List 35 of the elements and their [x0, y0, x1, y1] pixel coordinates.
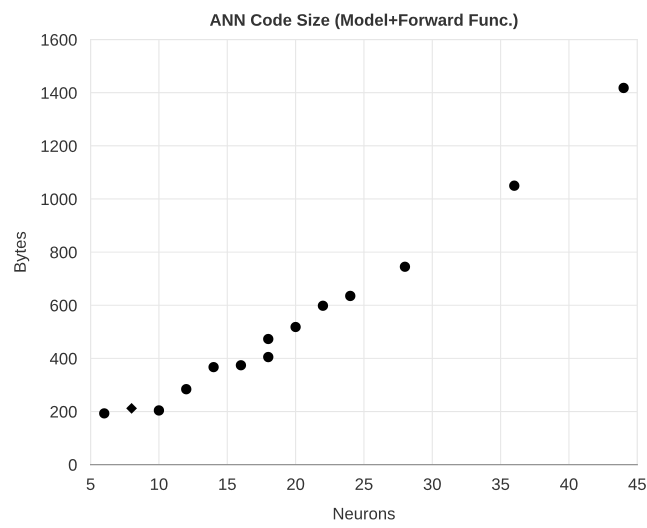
x-tick-label: 15	[219, 478, 236, 490]
point	[290, 322, 301, 332]
x-tick-label: 45	[628, 478, 646, 490]
point	[236, 360, 246, 370]
y-tick-label: 1400	[42, 87, 77, 99]
y-tick-label: 0	[68, 459, 77, 471]
point	[618, 82, 629, 94]
y-tick-label: 1000	[42, 193, 77, 206]
chart-title: ANN Code Size (Model+Forward Func.)	[210, 14, 518, 30]
x-tick-label: 5	[86, 478, 95, 490]
point	[181, 384, 192, 394]
point	[263, 334, 274, 344]
x-tick-label: 20	[287, 478, 304, 490]
x-tick-label: 35	[492, 478, 510, 490]
x-axis-title: Neurons	[334, 508, 395, 520]
point	[345, 290, 356, 302]
x-tick-label: 10	[150, 478, 168, 490]
y-tick-label: 800	[50, 246, 77, 258]
point	[126, 402, 137, 414]
y-tick-label: 600	[50, 300, 77, 312]
y-tick-label: 400	[50, 352, 77, 365]
point	[154, 405, 164, 416]
point	[208, 362, 219, 372]
point	[263, 352, 274, 362]
point	[318, 300, 328, 311]
y-tick-label: 1600	[42, 34, 77, 46]
y-axis-title: Bytes	[14, 232, 30, 272]
point	[509, 180, 520, 191]
y-tick-label: 200	[50, 406, 77, 418]
x-tick-label: 25	[356, 478, 373, 490]
point	[99, 408, 110, 419]
x-tick-label: 40	[560, 478, 578, 490]
point	[400, 262, 410, 272]
y-tick-label: 1200	[42, 140, 77, 152]
x-tick-label: 30	[424, 478, 441, 490]
